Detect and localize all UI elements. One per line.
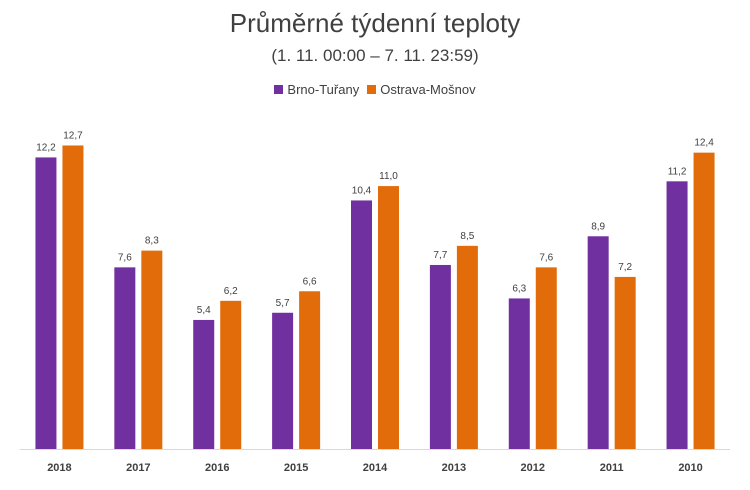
legend-swatch-brno bbox=[274, 85, 284, 94]
bar-ostrava-2017 bbox=[141, 250, 163, 449]
bar-brno-2014 bbox=[351, 200, 372, 449]
chart-subtitle: (1. 11. 00:00 – 7. 11. 23:59) bbox=[271, 46, 479, 65]
data-label-brno-2010: 11,2 bbox=[668, 166, 687, 177]
legend-item-ostrava: Ostrava-Mošnov bbox=[367, 82, 476, 97]
x-tick-label-2017: 2017 bbox=[126, 462, 150, 474]
bar-ostrava-2013 bbox=[456, 245, 478, 449]
data-label-brno-2013: 7,7 bbox=[433, 250, 447, 261]
bar-ostrava-2016 bbox=[220, 300, 242, 449]
bar-brno-2017 bbox=[114, 267, 136, 449]
data-label-ostrava-2018: 12,7 bbox=[63, 130, 83, 141]
chart-title: Průměrné týdenní teploty bbox=[229, 8, 521, 38]
x-tick-label-2018: 2018 bbox=[47, 462, 71, 474]
legend: Brno-Tuřany Ostrava-Mošnov bbox=[0, 82, 750, 97]
data-label-brno-2014: 10,4 bbox=[352, 185, 372, 196]
data-label-ostrava-2016: 6,2 bbox=[224, 286, 238, 297]
bar-brno-2012 bbox=[508, 298, 530, 449]
data-label-ostrava-2010: 12,4 bbox=[694, 138, 714, 149]
data-label-brno-2012: 6,3 bbox=[512, 283, 526, 294]
bar-ostrava-2010 bbox=[693, 152, 715, 449]
bar-ostrava-2012 bbox=[535, 267, 557, 449]
data-label-brno-2018: 12,2 bbox=[36, 142, 56, 153]
x-tick-label-2010: 2010 bbox=[678, 462, 702, 474]
bar-ostrava-2015 bbox=[299, 291, 321, 449]
legend-item-brno: Brno-Tuřany bbox=[274, 82, 359, 97]
bar-ostrava-2011 bbox=[614, 276, 636, 449]
data-label-ostrava-2012: 7,6 bbox=[539, 252, 553, 263]
data-label-ostrava-2015: 6,6 bbox=[303, 276, 317, 287]
legend-label-ostrava: Ostrava-Mošnov bbox=[380, 82, 476, 97]
bar-brno-2016 bbox=[193, 319, 215, 449]
bar-brno-2010 bbox=[666, 181, 688, 449]
data-label-brno-2015: 5,7 bbox=[276, 298, 290, 309]
data-label-brno-2011: 8,9 bbox=[591, 221, 605, 232]
x-tick-label-2015: 2015 bbox=[284, 462, 308, 474]
x-tick-label-2016: 2016 bbox=[205, 462, 229, 474]
bar-ostrava-2018 bbox=[62, 145, 84, 449]
data-label-ostrava-2017: 8,3 bbox=[145, 236, 159, 247]
bar-brno-2015 bbox=[272, 312, 294, 449]
x-tick-label-2014: 2014 bbox=[363, 462, 388, 474]
x-tick-label-2013: 2013 bbox=[442, 462, 466, 474]
data-label-brno-2016: 5,4 bbox=[197, 305, 211, 316]
bar-brno-2013 bbox=[429, 264, 451, 449]
data-label-brno-2017: 7,6 bbox=[118, 252, 132, 263]
bar-ostrava-2014 bbox=[378, 186, 399, 449]
x-tick-label-2012: 2012 bbox=[521, 462, 545, 474]
legend-swatch-ostrava bbox=[367, 85, 377, 94]
data-label-ostrava-2014: 11,0 bbox=[379, 171, 398, 182]
x-tick-label-2011: 2011 bbox=[600, 462, 624, 474]
legend-label-brno: Brno-Tuřany bbox=[287, 82, 360, 97]
data-label-ostrava-2013: 8,5 bbox=[460, 231, 474, 242]
bar-brno-2018 bbox=[35, 157, 57, 450]
bar-brno-2011 bbox=[587, 236, 609, 449]
data-label-ostrava-2011: 7,2 bbox=[618, 262, 632, 273]
